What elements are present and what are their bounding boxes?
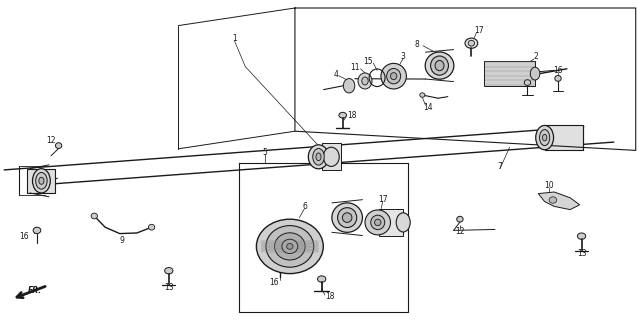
Bar: [545, 125, 583, 150]
Ellipse shape: [435, 60, 444, 71]
Ellipse shape: [431, 56, 448, 75]
Ellipse shape: [323, 147, 339, 166]
Ellipse shape: [338, 208, 357, 228]
Ellipse shape: [536, 125, 554, 150]
Ellipse shape: [256, 219, 323, 274]
Text: 14: 14: [423, 103, 433, 112]
Ellipse shape: [540, 130, 550, 146]
Text: 18: 18: [348, 111, 357, 120]
Ellipse shape: [164, 268, 173, 274]
Text: 12: 12: [47, 136, 55, 145]
Text: 10: 10: [544, 181, 554, 190]
Ellipse shape: [313, 148, 324, 165]
Ellipse shape: [266, 226, 313, 267]
Text: 15: 15: [363, 57, 373, 66]
Ellipse shape: [316, 153, 321, 161]
Ellipse shape: [396, 213, 410, 232]
Text: 13: 13: [576, 249, 587, 258]
Ellipse shape: [468, 40, 475, 46]
Ellipse shape: [381, 63, 406, 89]
Text: 17: 17: [474, 26, 484, 35]
Text: 4: 4: [333, 70, 338, 79]
Ellipse shape: [375, 219, 381, 226]
Text: 7: 7: [497, 162, 503, 171]
Ellipse shape: [343, 213, 352, 222]
Ellipse shape: [465, 38, 478, 48]
Ellipse shape: [287, 244, 293, 249]
Ellipse shape: [275, 233, 305, 260]
Ellipse shape: [33, 227, 41, 234]
Ellipse shape: [339, 112, 347, 118]
Bar: [322, 143, 341, 170]
Text: 12: 12: [517, 72, 526, 81]
Ellipse shape: [277, 264, 283, 269]
Ellipse shape: [358, 73, 372, 89]
Ellipse shape: [362, 77, 368, 85]
Text: 1: 1: [232, 34, 237, 43]
Ellipse shape: [36, 172, 47, 189]
Text: 16: 16: [19, 232, 29, 241]
Ellipse shape: [542, 134, 547, 141]
Ellipse shape: [524, 80, 531, 85]
Ellipse shape: [577, 233, 585, 239]
Ellipse shape: [549, 197, 557, 203]
Text: 9: 9: [120, 236, 125, 245]
Text: 6: 6: [302, 202, 307, 211]
Ellipse shape: [148, 224, 155, 230]
Ellipse shape: [555, 76, 561, 81]
Ellipse shape: [371, 215, 385, 230]
Text: 11: 11: [351, 63, 360, 72]
Text: 16: 16: [269, 278, 279, 287]
Ellipse shape: [343, 79, 355, 93]
Bar: [27, 169, 55, 193]
Bar: [379, 209, 403, 236]
Text: 5: 5: [262, 148, 268, 156]
Text: 8: 8: [415, 40, 420, 49]
Ellipse shape: [91, 213, 97, 219]
Ellipse shape: [55, 143, 62, 148]
Ellipse shape: [365, 210, 390, 235]
Text: 2: 2: [534, 52, 539, 61]
Text: 17: 17: [378, 195, 388, 204]
Polygon shape: [484, 61, 535, 86]
Ellipse shape: [282, 239, 297, 253]
Ellipse shape: [530, 67, 540, 80]
Ellipse shape: [39, 177, 44, 184]
Ellipse shape: [332, 203, 362, 232]
Ellipse shape: [457, 216, 463, 222]
Text: 12: 12: [455, 227, 464, 236]
Ellipse shape: [308, 145, 329, 169]
Text: 13: 13: [164, 284, 174, 292]
Polygon shape: [538, 192, 580, 210]
Ellipse shape: [387, 68, 401, 84]
Ellipse shape: [426, 52, 454, 79]
Ellipse shape: [317, 276, 326, 282]
Ellipse shape: [420, 93, 425, 97]
Text: FR.: FR.: [28, 286, 42, 295]
Text: 3: 3: [401, 52, 406, 60]
Ellipse shape: [32, 169, 50, 193]
Ellipse shape: [390, 73, 397, 80]
Text: 16: 16: [553, 66, 563, 75]
Text: 18: 18: [326, 292, 334, 301]
